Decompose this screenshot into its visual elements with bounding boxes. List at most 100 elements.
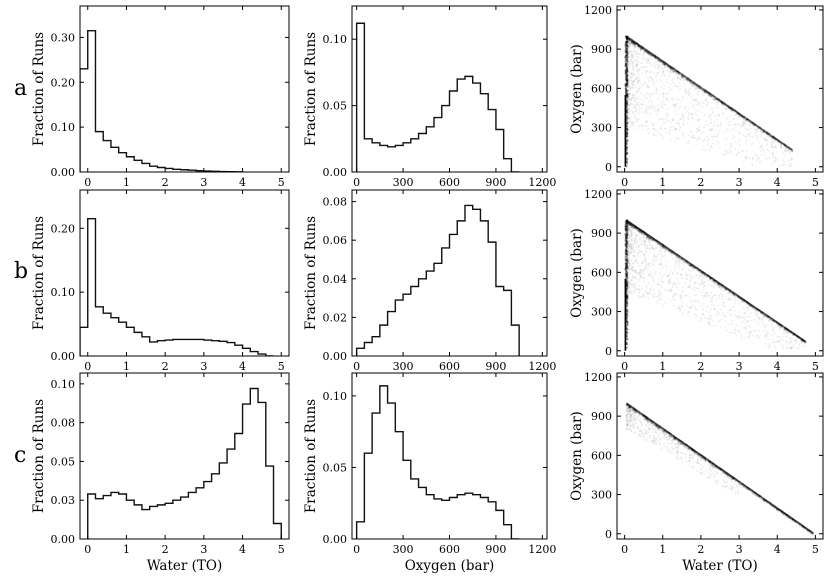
scatter-point [638, 279, 640, 282]
scatter-point [704, 89, 707, 92]
scatter-point [684, 294, 687, 297]
scatter-point [674, 105, 677, 108]
scatter-point [651, 102, 653, 105]
scatter-point [628, 50, 631, 53]
scatter-point [624, 41, 627, 44]
scatter-point [749, 120, 752, 123]
scatter-point [677, 70, 679, 73]
scatter-point [695, 84, 698, 87]
scatter-point [669, 121, 672, 124]
scatter-point [625, 67, 628, 70]
scatter-point [677, 255, 679, 258]
scatter-point [626, 45, 629, 48]
scatter-point [791, 148, 794, 151]
scatter-point [639, 47, 642, 50]
scatter-point [755, 309, 758, 312]
scatter-point [624, 77, 627, 80]
scatter-point [694, 83, 697, 86]
scatter-point [625, 42, 628, 45]
scatter-point [713, 121, 716, 124]
scatter-point [677, 73, 680, 76]
scatter-point [733, 294, 736, 297]
scatter-point [769, 135, 772, 138]
scatter-point [778, 141, 781, 144]
scatter-point [728, 107, 731, 109]
scatter-point [661, 59, 664, 62]
scatter-point [625, 39, 628, 41]
scatter-point [706, 101, 709, 104]
scatter-point [777, 158, 780, 161]
scatter-point [695, 83, 698, 86]
scatter-point [678, 71, 681, 74]
scatter-point [644, 49, 647, 52]
x-tick-label: 900 [485, 176, 506, 189]
scatter-point [649, 52, 652, 55]
scatter-point [625, 68, 628, 71]
scatter-point [779, 326, 782, 329]
scatter-point [717, 313, 720, 316]
scatter-point [710, 280, 713, 283]
y-axis-label: Fraction of Runs [31, 216, 47, 330]
scatter-point [666, 114, 669, 117]
scatter-point [628, 42, 631, 45]
scatter-point [776, 335, 779, 338]
scatter-point [774, 156, 777, 159]
scatter-point [784, 144, 787, 147]
scatter-point [690, 136, 693, 139]
scatter-point [643, 58, 646, 61]
scatter-point [666, 63, 669, 66]
scatter-point [625, 51, 627, 54]
scatter-point [788, 147, 791, 150]
scatter-point [699, 87, 702, 89]
scatter-point [625, 89, 628, 92]
scatter-point [727, 105, 730, 108]
scatter-point [761, 129, 764, 132]
scatter-point [645, 104, 648, 107]
y-tick-label: 0.10 [323, 33, 348, 46]
scatter-point [708, 93, 711, 96]
scatter-point [626, 81, 628, 84]
scatter-point [759, 135, 762, 138]
scatter-point [626, 96, 629, 99]
scatter-point [641, 124, 644, 127]
scatter-point [637, 44, 640, 47]
scatter-point [772, 136, 775, 139]
scatter-point [686, 77, 689, 80]
scatter-point [625, 89, 628, 92]
scatter-point [702, 89, 704, 92]
scatter-point [697, 86, 700, 89]
scatter-point [628, 98, 631, 101]
scatter-point [625, 68, 628, 71]
scatter-point [625, 84, 628, 87]
scatter-point [647, 51, 650, 54]
x-tick-label: 1 [659, 176, 666, 189]
scatter-point [640, 45, 643, 48]
scatter-point [655, 113, 658, 116]
scatter-point [717, 98, 720, 101]
scatter-point [780, 142, 783, 145]
scatter-point [690, 81, 693, 84]
scatter-point [723, 102, 726, 105]
scatter-point [709, 114, 712, 117]
scatter-point [734, 126, 737, 129]
scatter-point [624, 91, 627, 94]
scatter-point [744, 337, 747, 339]
scatter-point [627, 261, 630, 264]
scatter-point [625, 76, 628, 79]
scatter-point [644, 48, 647, 51]
scatter-point [709, 108, 712, 111]
scatter-point [649, 54, 652, 57]
scatter-point [667, 64, 670, 66]
scatter-point [646, 235, 649, 238]
scatter-point [717, 98, 720, 101]
scatter-point [684, 88, 687, 91]
scatter-point [638, 85, 641, 88]
scatter-point [669, 72, 672, 75]
scatter-point [631, 39, 634, 42]
scatter-point [625, 44, 627, 47]
scatter-point [637, 47, 640, 50]
scatter-point [632, 75, 635, 78]
scatter-point [631, 40, 634, 43]
scatter-point [626, 37, 629, 40]
